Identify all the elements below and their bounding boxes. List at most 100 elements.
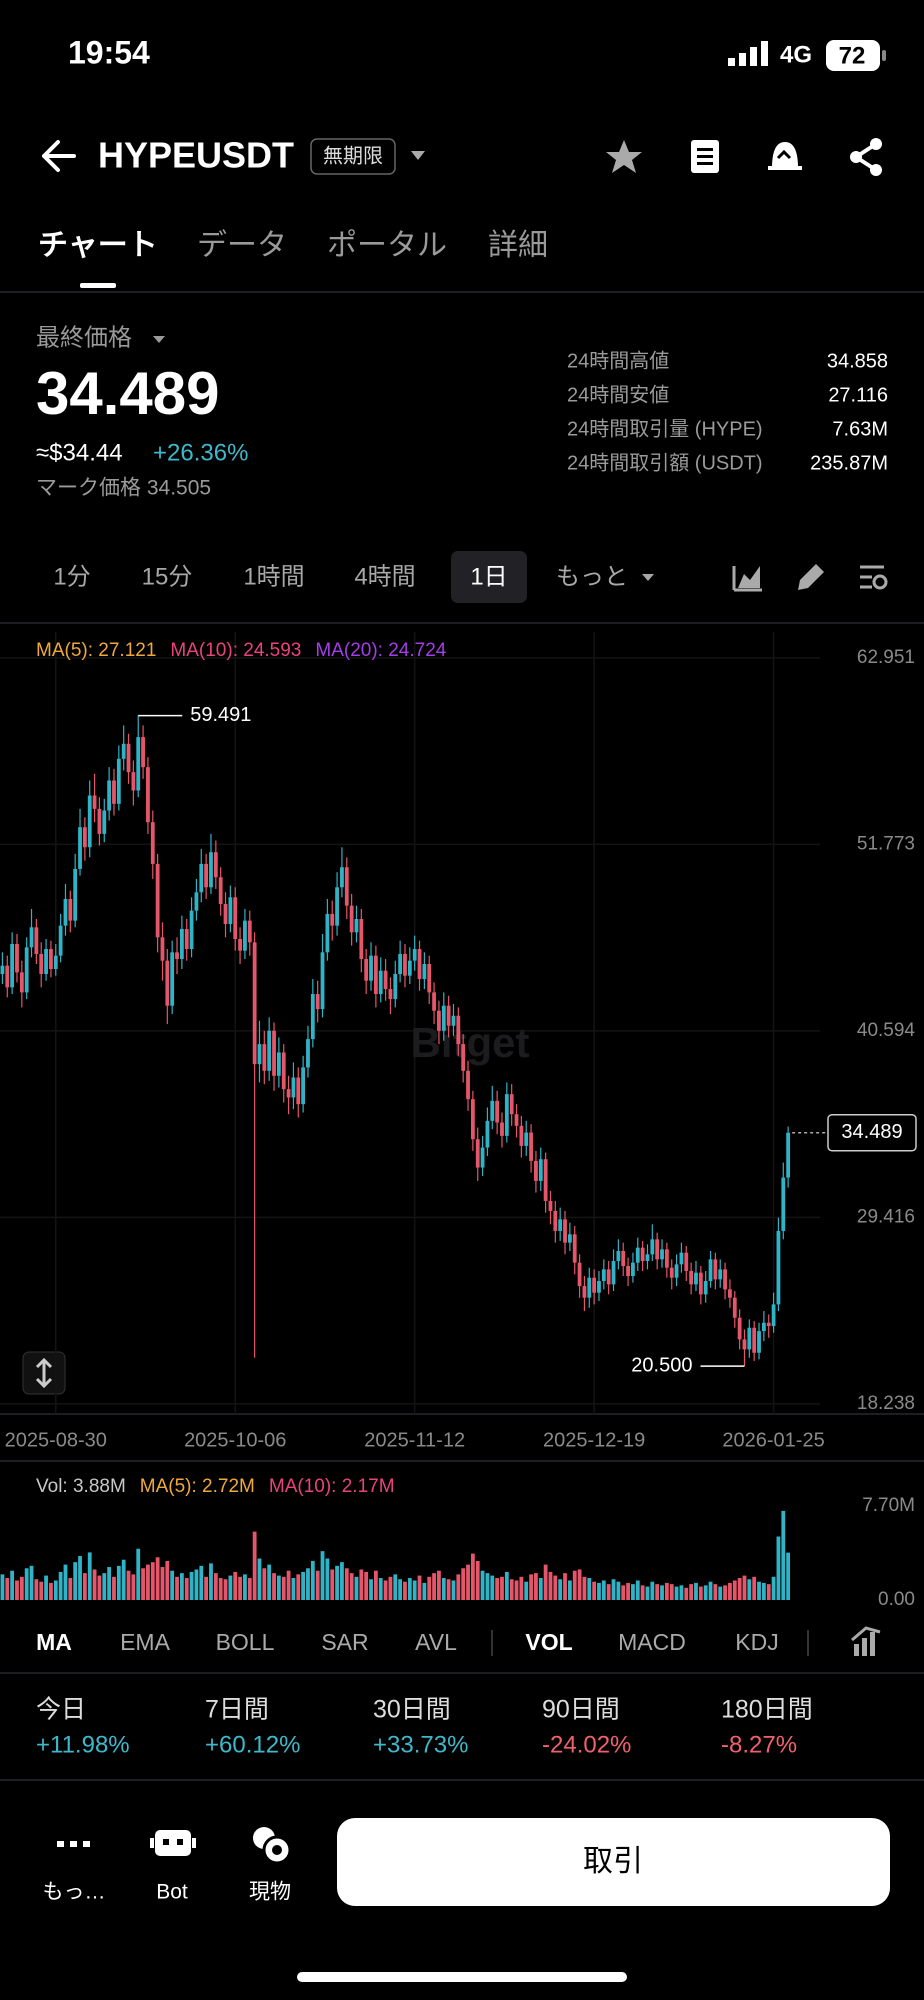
volume-bar (563, 1573, 567, 1600)
candle-body (553, 1210, 558, 1231)
volume-bar (243, 1574, 247, 1600)
bottom-item[interactable]: 現物 (249, 1881, 291, 1904)
indicator-tab[interactable]: KDJ (735, 1629, 778, 1655)
volume-bar (102, 1573, 107, 1600)
interval[interactable]: 1時間 (243, 563, 304, 590)
candle-body (189, 910, 194, 950)
favorite-button[interactable] (606, 140, 642, 173)
candle-body (15, 943, 19, 973)
candle-body (378, 970, 383, 995)
volume-bar (398, 1579, 403, 1600)
volume-bar (179, 1573, 184, 1600)
badge-frame (310, 138, 396, 175)
volume-bar (349, 1573, 354, 1600)
candle-body (451, 1015, 456, 1026)
stat-label: 24時間安値 (567, 383, 669, 406)
volume-bar (267, 1564, 272, 1600)
volume-bar (136, 1548, 141, 1600)
volume-bar (432, 1573, 436, 1600)
indicator-tab[interactable]: MACD (618, 1629, 686, 1655)
volume-bar (577, 1569, 582, 1600)
candle-body (267, 1030, 272, 1071)
candle-body (684, 1252, 689, 1272)
volume-bar (393, 1574, 398, 1600)
volume-bar (344, 1568, 349, 1600)
stat-value: 7.63M (832, 418, 888, 440)
scale-toggle[interactable] (22, 1351, 66, 1395)
interval[interactable]: 1分 (53, 563, 90, 590)
volume-bar (10, 1570, 15, 1600)
candle-body (752, 1327, 757, 1353)
settings-button[interactable] (860, 565, 888, 590)
candle-body (34, 927, 39, 955)
y-tick-label: 62.951 (857, 647, 915, 668)
period-change: +60.12% (205, 1731, 300, 1758)
bottom-item[interactable]: Bot (156, 1881, 188, 1904)
volume-bar (592, 1581, 597, 1600)
volume-bar (504, 1571, 509, 1600)
interval[interactable]: 15分 (142, 563, 193, 590)
volume-bar (640, 1585, 645, 1600)
candle-body (626, 1266, 630, 1277)
volume-bar (194, 1569, 199, 1600)
volume-bar (713, 1584, 718, 1600)
alert-button[interactable] (768, 142, 802, 170)
back-button[interactable] (42, 140, 76, 172)
volume-bar (407, 1578, 412, 1600)
volume-bar (446, 1579, 451, 1600)
candle-body (432, 992, 436, 1011)
indicator-settings[interactable] (851, 1626, 881, 1656)
orderbook-button[interactable] (691, 140, 719, 173)
max-label: 59.491 (190, 704, 251, 726)
stat-value: 235.87M (810, 452, 888, 474)
volume-bar (761, 1582, 766, 1600)
tab[interactable]: 詳細 (488, 229, 548, 262)
indicator-tab[interactable]: VOL (525, 1629, 572, 1655)
share-button[interactable] (850, 138, 882, 176)
price-dropdown[interactable] (153, 336, 165, 343)
battery (826, 40, 880, 71)
volume-bar (500, 1576, 504, 1600)
indicator-tab[interactable]: AVL (415, 1629, 457, 1655)
volume-bar (204, 1576, 209, 1600)
candle-body (403, 954, 407, 976)
trade-button[interactable] (337, 1818, 890, 1906)
period-label: 30日間 (373, 1696, 451, 1724)
interval[interactable]: もっと (556, 563, 628, 590)
volume-bar (92, 1569, 97, 1600)
chart-type-button[interactable] (732, 566, 762, 592)
volume-bar (776, 1536, 781, 1600)
candle-body (281, 1052, 286, 1090)
candle-body (209, 852, 213, 888)
candle-body (252, 942, 257, 1065)
candle-body (58, 925, 63, 956)
candle-body (296, 1077, 301, 1105)
stat-label: 24時間取引額 (USDT) (567, 451, 763, 474)
volume-bar (519, 1576, 524, 1600)
tab[interactable]: ポータル (327, 229, 447, 262)
volume-bar (73, 1562, 78, 1600)
interval[interactable]: 4時間 (354, 563, 415, 590)
candle-body (136, 737, 141, 791)
indicator-tab[interactable]: BOLL (216, 1629, 275, 1655)
candle-body (291, 1077, 296, 1098)
candle-body (78, 827, 82, 869)
bottom-item[interactable]: もっ… (43, 1881, 106, 1904)
candle-body (480, 1147, 485, 1168)
candle-body (708, 1259, 713, 1282)
candle-body (92, 795, 97, 809)
volume-bar (611, 1579, 616, 1600)
candle-body (572, 1234, 577, 1263)
volume-bar (456, 1574, 461, 1600)
indicator-tab[interactable]: EMA (120, 1629, 171, 1655)
symbol-dropdown[interactable] (411, 151, 425, 160)
tab[interactable]: チャート (38, 229, 158, 262)
volume-bar (238, 1576, 242, 1600)
volume-bar (679, 1585, 684, 1600)
interval[interactable]: 1日 (470, 563, 507, 590)
indicator-tab[interactable]: MA (36, 1629, 72, 1655)
draw-button[interactable] (798, 564, 824, 590)
tab[interactable]: データ (197, 229, 287, 262)
indicator-tab[interactable]: SAR (321, 1629, 368, 1655)
volume-bar (325, 1558, 330, 1600)
